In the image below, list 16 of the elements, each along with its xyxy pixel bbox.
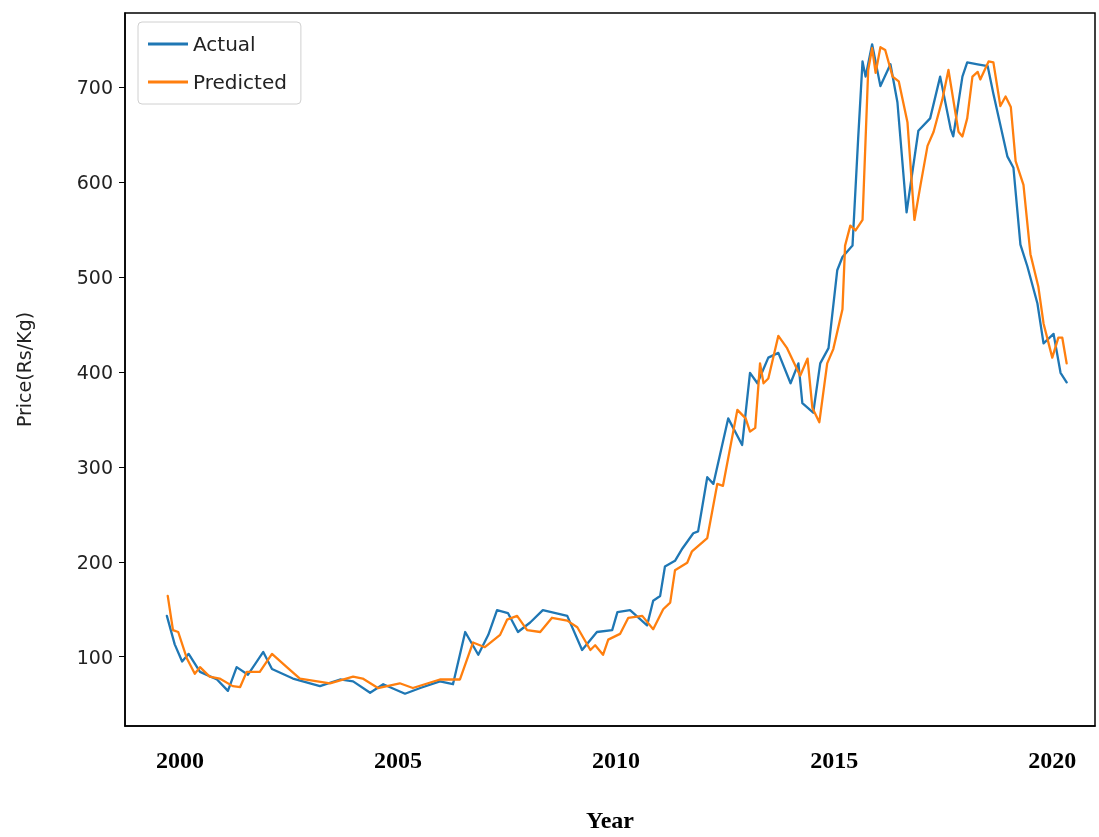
x-tick-label: 2015 xyxy=(810,747,859,773)
y-tick-label: 300 xyxy=(76,455,113,478)
y-tick-label: 200 xyxy=(76,550,113,573)
y-tick-label: 500 xyxy=(76,265,113,288)
y-tick-label: 100 xyxy=(76,645,113,668)
legend-label: Actual xyxy=(193,32,256,56)
legend-label: Predicted xyxy=(193,70,287,94)
x-axis-title: Year xyxy=(586,807,635,833)
y-tick-label: 700 xyxy=(76,76,113,99)
x-tick-label: 2000 xyxy=(155,747,204,773)
x-tick-label: 2005 xyxy=(374,747,423,773)
x-tick-label: 2020 xyxy=(1028,747,1077,773)
x-tick-label: 2010 xyxy=(592,747,641,773)
y-tick-label: 600 xyxy=(76,170,113,193)
y-axis-title: Price(Rs/Kg) xyxy=(12,311,35,428)
y-tick-label: 400 xyxy=(76,360,113,383)
